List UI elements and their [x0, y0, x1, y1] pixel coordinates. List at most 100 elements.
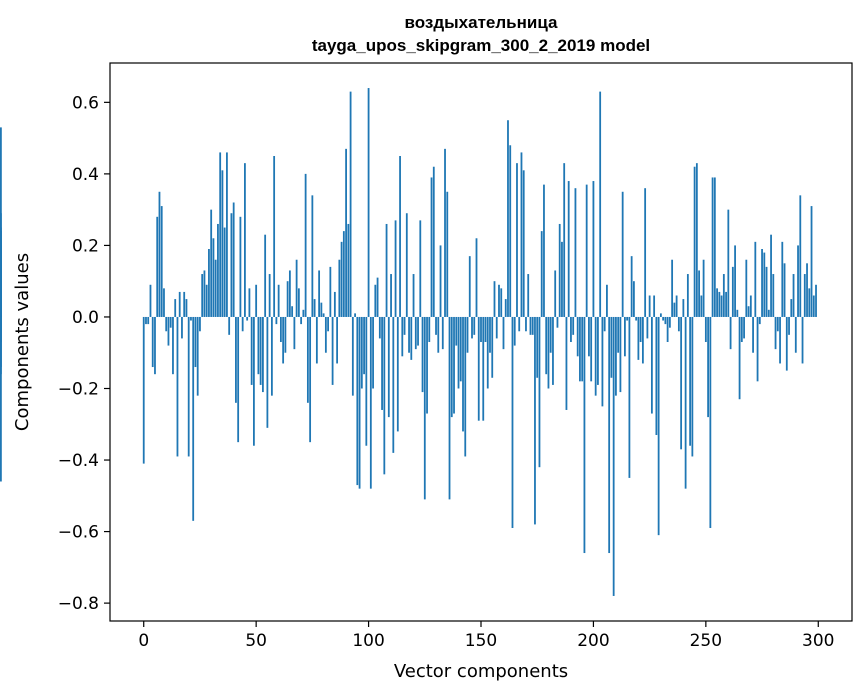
bar: [709, 316, 712, 528]
bar: [423, 316, 426, 500]
bar: [417, 316, 419, 346]
bar: [394, 220, 397, 317]
bar: [284, 316, 287, 353]
bar: [761, 249, 763, 317]
bar: [403, 316, 406, 335]
bar: [792, 274, 795, 317]
bar: [686, 274, 689, 317]
bar: [529, 316, 532, 335]
bar: [500, 288, 503, 317]
bar: [597, 316, 599, 385]
bar: [698, 270, 700, 317]
bar: [419, 220, 422, 317]
bar: [612, 316, 615, 596]
bar: [327, 316, 329, 332]
bar: [740, 316, 743, 342]
x-tick-label: 50: [245, 631, 267, 651]
y-tick-label: 0.6: [72, 93, 99, 113]
bar: [279, 316, 282, 342]
bar: [812, 295, 815, 317]
bar: [653, 295, 656, 317]
bar: [421, 316, 424, 393]
bar: [527, 274, 530, 317]
bar: [549, 316, 552, 353]
bar: [563, 163, 566, 317]
bar: [543, 184, 545, 317]
bar: [315, 316, 318, 364]
bar: [729, 316, 732, 350]
bar: [428, 316, 431, 342]
bars: [0, 88, 817, 596]
bar: [165, 316, 168, 332]
bar: [147, 316, 150, 325]
bar: [477, 316, 480, 421]
bar: [536, 316, 539, 378]
bar: [342, 231, 345, 317]
bar: [797, 245, 799, 317]
bar: [156, 216, 159, 317]
bar: [655, 316, 658, 435]
bar: [552, 316, 554, 385]
bar: [239, 216, 242, 317]
x-tick-label: 200: [577, 631, 609, 651]
bar: [226, 152, 228, 317]
bar: [691, 316, 694, 457]
bar: [799, 195, 802, 317]
bar: [356, 316, 359, 486]
bar: [556, 316, 559, 328]
bar: [599, 91, 602, 317]
bar: [338, 259, 341, 317]
bar: [432, 166, 435, 317]
bar: [217, 223, 219, 317]
x-tick-label: 250: [690, 631, 722, 651]
bar: [671, 259, 674, 317]
bar: [480, 316, 482, 342]
bar: [498, 284, 500, 317]
bar: [372, 316, 374, 389]
bar: [808, 288, 811, 317]
bar: [758, 316, 761, 325]
bar: [199, 316, 201, 332]
bar: [241, 316, 244, 332]
bar: [300, 316, 303, 325]
bar: [376, 277, 379, 317]
bar: [603, 316, 606, 332]
bar: [518, 316, 521, 332]
bar: [309, 316, 312, 443]
bar: [713, 177, 716, 317]
bar: [475, 238, 478, 317]
bar: [192, 316, 195, 521]
bar: [738, 316, 741, 400]
y-tick-label: −0.6: [58, 523, 99, 543]
bar: [333, 291, 336, 317]
bar: [426, 316, 428, 414]
bar: [767, 309, 770, 317]
bar: [205, 284, 208, 317]
bar: [291, 306, 294, 317]
bar: [785, 316, 788, 371]
bar: [324, 316, 327, 353]
bar: [783, 263, 786, 317]
bar: [788, 316, 790, 335]
bar: [264, 234, 267, 317]
bar: [484, 316, 487, 342]
bar: [707, 316, 709, 418]
bar: [734, 245, 736, 317]
bar: [441, 316, 444, 350]
bar: [637, 316, 640, 360]
chart-title-line-1: воздыхательница: [405, 13, 558, 32]
bar: [794, 316, 797, 353]
bar: [345, 148, 347, 317]
bar: [185, 299, 188, 317]
bar: [237, 316, 240, 443]
bar: [626, 316, 629, 321]
bar: [322, 313, 325, 317]
bar: [401, 316, 404, 357]
bar: [776, 316, 779, 332]
bar: [367, 88, 370, 317]
bar: [522, 170, 525, 317]
bar: [711, 177, 714, 317]
bar: [412, 274, 415, 317]
bar: [702, 259, 705, 317]
